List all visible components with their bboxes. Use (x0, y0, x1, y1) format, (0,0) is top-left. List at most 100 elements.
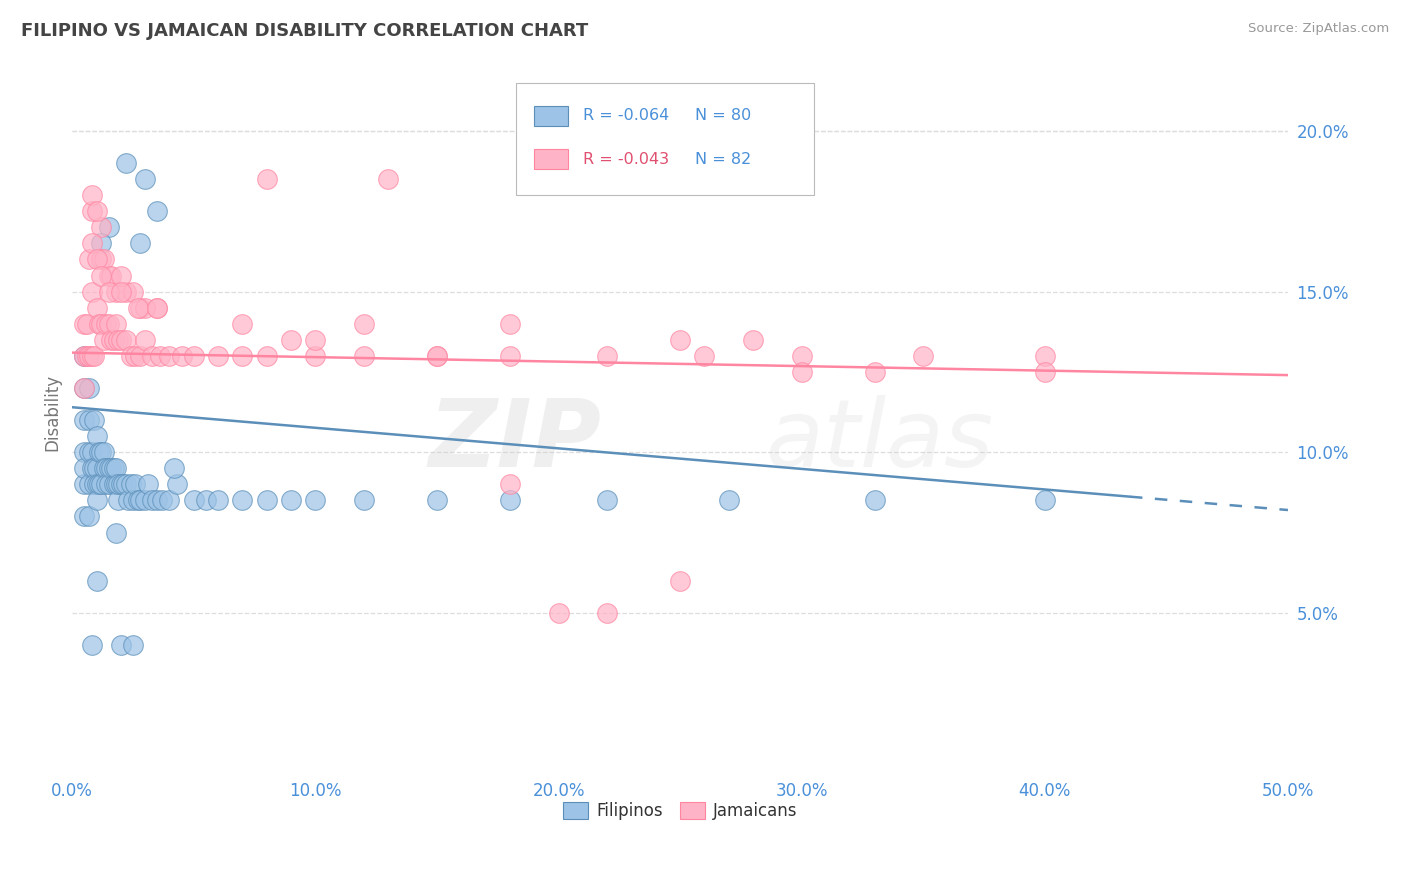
Point (256, 349, 278, 363)
Point (90, 252, 112, 267)
Point (790, 349, 813, 363)
Point (499, 493, 522, 508)
Point (100, 268, 122, 283)
Y-axis label: Disability: Disability (44, 374, 60, 450)
Point (207, 493, 229, 508)
Point (77, 445, 100, 459)
Point (86, 477, 108, 491)
Point (499, 349, 522, 363)
Point (426, 349, 449, 363)
Point (141, 493, 163, 508)
Point (114, 285, 136, 299)
Point (256, 172, 278, 186)
Point (73, 445, 96, 459)
Point (304, 333, 326, 347)
Point (122, 638, 145, 652)
Point (83, 349, 105, 363)
FancyBboxPatch shape (516, 83, 814, 195)
Point (97, 461, 120, 475)
Point (669, 574, 692, 588)
Point (134, 333, 156, 347)
Point (280, 493, 302, 508)
Point (80, 204, 103, 219)
Point (353, 317, 375, 331)
Point (122, 285, 145, 299)
Point (114, 333, 136, 347)
Point (105, 525, 128, 540)
Point (693, 349, 716, 363)
Point (87, 317, 110, 331)
Point (107, 333, 129, 347)
Point (96, 317, 118, 331)
Point (97, 477, 120, 491)
Point (669, 333, 692, 347)
Point (83, 461, 105, 475)
Point (136, 477, 159, 491)
Point (129, 301, 152, 315)
Point (146, 301, 169, 315)
Point (280, 333, 302, 347)
Point (105, 477, 128, 491)
Point (83, 413, 105, 427)
Point (129, 236, 152, 251)
Point (159, 493, 181, 508)
Point (129, 493, 152, 508)
Point (426, 493, 449, 508)
Point (77, 252, 100, 267)
Point (149, 349, 172, 363)
Point (596, 349, 619, 363)
Point (87, 445, 110, 459)
Point (194, 493, 217, 508)
Point (93, 445, 115, 459)
Point (231, 493, 253, 508)
Point (77, 349, 100, 363)
Point (146, 493, 169, 508)
Point (73, 461, 96, 475)
Point (912, 349, 935, 363)
Point (1033, 493, 1056, 508)
Point (124, 477, 146, 491)
Point (73, 509, 96, 524)
Point (97, 268, 120, 283)
Point (86, 461, 108, 475)
Point (83, 477, 105, 491)
Point (790, 365, 813, 379)
Point (80, 236, 103, 251)
Point (353, 349, 375, 363)
Point (146, 204, 169, 219)
Text: ZIP: ZIP (429, 395, 602, 487)
Text: R = -0.043: R = -0.043 (583, 152, 669, 167)
Point (97, 317, 120, 331)
Text: Source: ZipAtlas.com: Source: ZipAtlas.com (1249, 22, 1389, 36)
Point (77, 477, 100, 491)
Point (77, 381, 100, 395)
Point (86, 252, 108, 267)
Bar (534, 105, 568, 126)
Point (77, 509, 100, 524)
Text: N = 80: N = 80 (695, 108, 751, 123)
Point (863, 365, 886, 379)
Point (256, 493, 278, 508)
Point (80, 349, 103, 363)
Point (90, 477, 112, 491)
Point (107, 477, 129, 491)
Point (87, 477, 110, 491)
Point (80, 638, 103, 652)
Point (499, 477, 522, 491)
Point (596, 493, 619, 508)
Point (97, 285, 120, 299)
Point (100, 461, 122, 475)
Point (120, 477, 142, 491)
Point (110, 268, 132, 283)
Point (1033, 349, 1056, 363)
Point (112, 477, 135, 491)
Point (86, 204, 108, 219)
Point (163, 461, 186, 475)
Point (141, 349, 163, 363)
Point (134, 301, 156, 315)
Point (183, 349, 205, 363)
Point (304, 493, 326, 508)
Point (117, 493, 139, 508)
Point (73, 413, 96, 427)
Point (122, 493, 145, 508)
